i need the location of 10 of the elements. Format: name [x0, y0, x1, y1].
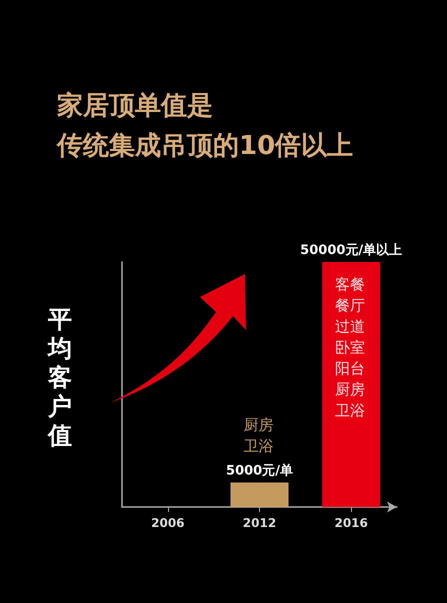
annotation: 客餐餐厅过道卧室阳台厨房卫浴 — [335, 276, 366, 420]
x-tick-label: 2006 — [151, 516, 185, 530]
x-tick-label: 2016 — [334, 516, 368, 530]
annotation: 厨房卫浴 — [244, 416, 274, 455]
chart-title: 家居顶单值是 — [56, 91, 213, 121]
data-label: 50000元/单以上 — [300, 242, 402, 258]
chart-subtitle: 传统集成吊顶的10倍以上 — [56, 131, 354, 161]
data-label: 5000元/单 — [226, 462, 293, 478]
x-tick-label: 2012 — [242, 516, 276, 530]
y-axis-title: 平均客户值 — [46, 306, 72, 450]
